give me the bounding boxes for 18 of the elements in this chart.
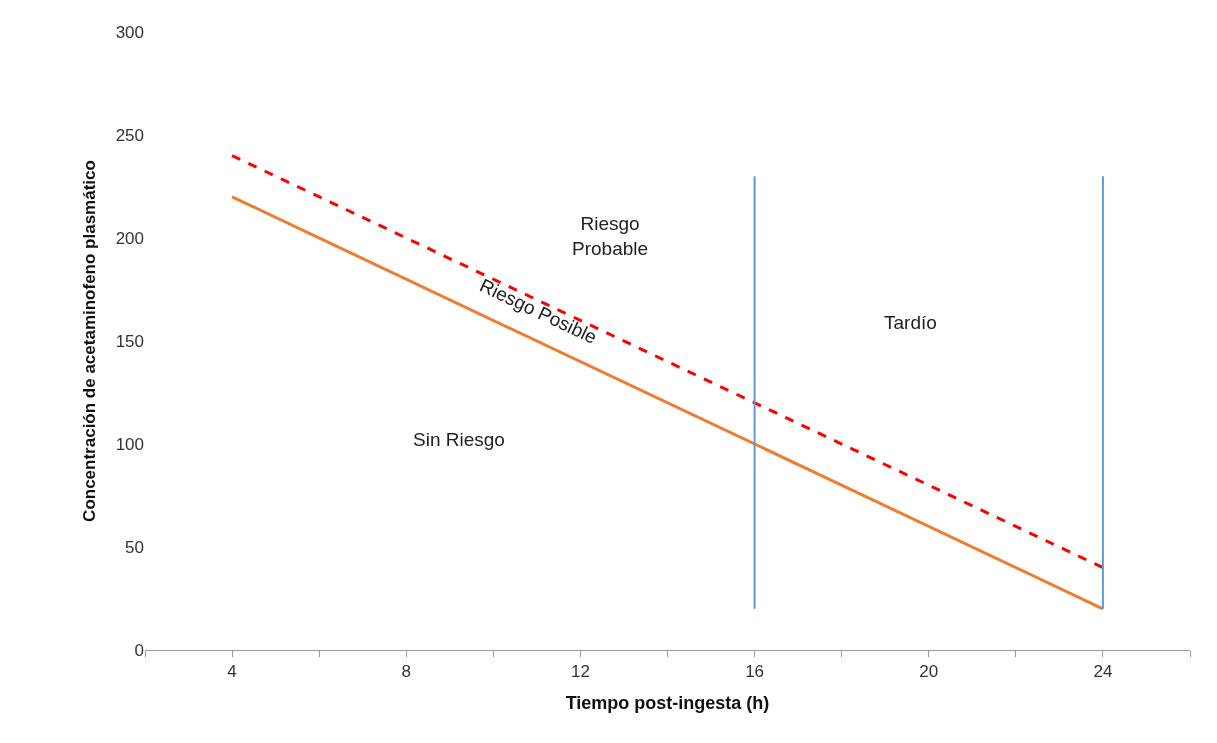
x-tick-label: 20 [919,662,939,682]
x-axis-title: Tiempo post-ingesta (h) [565,692,770,713]
x-tick-label: 24 [1093,662,1113,682]
x-tick-label: 16 [745,662,765,682]
annotation: Tardío [884,312,937,333]
y-tick-label: 300 [115,22,144,42]
y-tick-label: 150 [115,331,144,351]
x-tick-label: 4 [227,662,237,682]
y-tick-label: 50 [125,537,144,557]
x-tick-label: 8 [401,662,411,682]
y-tick-label: 200 [115,228,144,248]
y-axis-title: Concentración de acetaminofeno plasmático [80,160,100,522]
x-tick-label: 12 [570,662,590,682]
y-tick-label: 0 [134,640,144,660]
y-tick-label: 100 [115,434,144,454]
annotation: Sin Riesgo [413,429,505,450]
y-tick-label: 250 [115,125,144,145]
annotation: Riesgo Probable [572,213,649,259]
